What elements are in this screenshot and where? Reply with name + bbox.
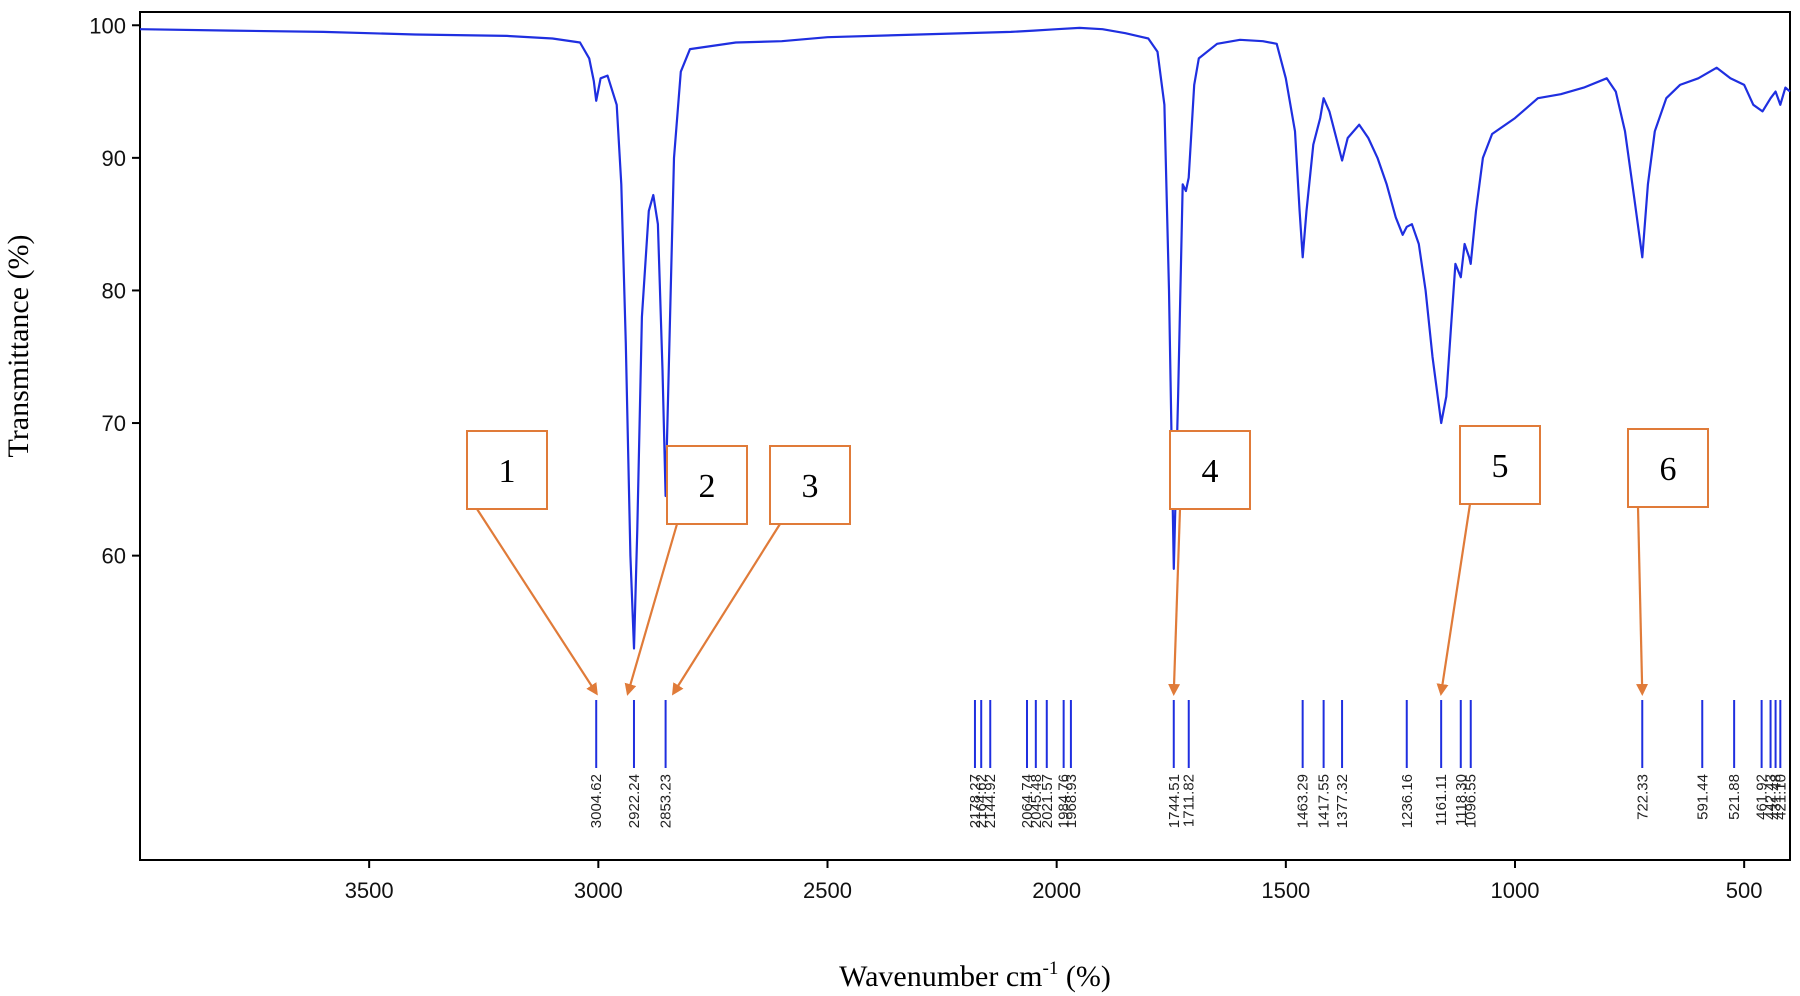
annotation-number: 2 — [699, 468, 716, 505]
peak-label: 1417.55 — [1316, 774, 1333, 828]
x-axis: 3500 3000 2500 2000 1500 1000 500 — [345, 860, 1763, 903]
y-tick-label: 60 — [102, 544, 126, 569]
peak-label: 1377.32 — [1334, 774, 1351, 828]
x-axis-title-main: Wavenumber cm — [839, 960, 1042, 993]
annotation-number: 4 — [1202, 453, 1219, 490]
annotation-box — [1459, 425, 1541, 505]
y-tick-label: 70 — [102, 411, 126, 436]
peak-label: 2853.23 — [658, 774, 675, 828]
peak-label: 1096.55 — [1463, 774, 1480, 828]
annotation-box — [1627, 428, 1709, 508]
annotation-arrow — [624, 523, 679, 696]
peak-label: 461.92 — [1754, 774, 1771, 820]
peak-label: 431.48 — [1768, 774, 1785, 820]
annotation-box — [1169, 430, 1251, 510]
peak-label: 722.33 — [1634, 774, 1651, 820]
peak-label: 1984.76 — [1056, 774, 1073, 828]
x-axis-title: Wavenumber cm-1 (%) — [839, 958, 1111, 993]
peak-label: 1161.11 — [1433, 774, 1450, 826]
x-tick-label: 3000 — [574, 878, 623, 903]
x-tick-label: 1000 — [1491, 878, 1540, 903]
peak-label: 2164.62 — [973, 774, 990, 828]
peak-label: 1463.29 — [1295, 774, 1312, 828]
x-tick-label: 3500 — [345, 878, 394, 903]
peak-label: 521.88 — [1726, 774, 1743, 820]
spectrum-series — [139, 26, 1791, 650]
x-axis-title-suffix: (%) — [1058, 960, 1110, 993]
annotation-number: 3 — [802, 468, 819, 505]
peak-label: 3004.62 — [588, 774, 605, 828]
peak-label: 1236.16 — [1399, 774, 1416, 828]
peak-annotations: 1 2 3 4 5 6 — [466, 425, 1709, 696]
x-axis-title-sup: -1 — [1043, 958, 1059, 979]
x-tick-label: 2500 — [803, 878, 852, 903]
annotation-arrow — [476, 508, 598, 696]
y-axis: 100 90 80 70 60 — [89, 13, 140, 569]
y-axis-title: Transmittance (%) — [2, 234, 35, 457]
plot-frame — [139, 11, 1791, 861]
annotation-box — [666, 445, 748, 525]
annotation-arrow — [1636, 506, 1649, 696]
annotation-arrow — [672, 523, 781, 696]
peak-label: 421.10 — [1772, 774, 1789, 820]
peak-label: 1744.51 — [1166, 774, 1183, 828]
x-tick-label: 2000 — [1032, 878, 1081, 903]
annotation-number: 1 — [499, 453, 516, 490]
peak-label: 2922.24 — [626, 774, 643, 828]
peak-label: 1118.30 — [1453, 774, 1470, 826]
peak-label: 1711.82 — [1181, 774, 1198, 827]
x-tick-label: 500 — [1726, 878, 1763, 903]
y-tick-label: 80 — [102, 278, 126, 303]
x-tick-label: 1500 — [1261, 878, 1310, 903]
peak-label: 2144.92 — [982, 774, 999, 828]
annotation-box — [769, 445, 851, 525]
annotation-number: 5 — [1492, 448, 1509, 485]
peak-markers: 3004.62 2922.24 2853.23 2178.272164.622144.… — [588, 700, 1789, 828]
annotation-arrow — [1436, 503, 1472, 696]
annotation-number: 6 — [1660, 451, 1677, 488]
annotation-box — [466, 430, 548, 510]
annotation-arrow — [1168, 508, 1182, 696]
peak-label: 442.43 — [1763, 774, 1780, 820]
peak-label: 591.44 — [1694, 774, 1711, 820]
peak-label: 2178.27 — [967, 774, 984, 828]
y-tick-label: 100 — [89, 13, 126, 38]
y-tick-label: 90 — [102, 146, 126, 171]
peak-label: 2021.57 — [1039, 774, 1056, 828]
peak-label: 2045.48 — [1028, 774, 1045, 828]
peak-label: 1968.93 — [1063, 774, 1080, 828]
spectrum-line — [139, 26, 1791, 650]
peak-label: 2064.74 — [1019, 774, 1036, 828]
